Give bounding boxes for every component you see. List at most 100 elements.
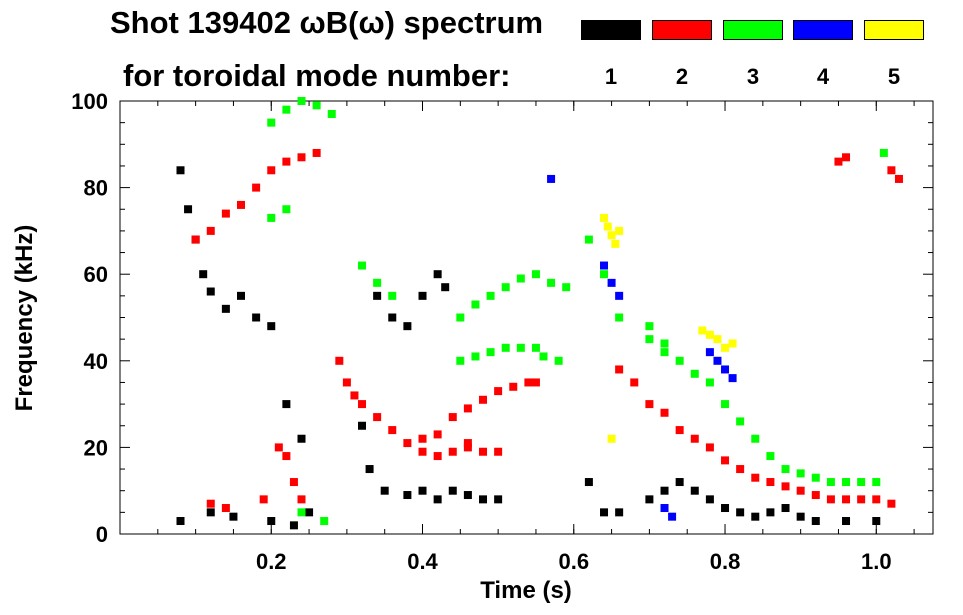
data-point-n3 xyxy=(705,378,714,387)
y-tick-label: 80 xyxy=(84,176,108,201)
data-point-n2 xyxy=(259,495,268,504)
data-point-n1 xyxy=(418,486,427,495)
data-point-n3 xyxy=(736,417,745,426)
plot-frame xyxy=(119,100,934,535)
data-point-n1 xyxy=(675,478,684,487)
data-point-n3 xyxy=(471,352,480,361)
data-point-n3 xyxy=(615,313,624,322)
data-points xyxy=(176,97,903,530)
data-point-n2 xyxy=(237,200,246,209)
data-point-n2 xyxy=(206,226,215,235)
y-tick-label: 20 xyxy=(84,435,108,460)
chart-subtitle: for toroidal mode number: xyxy=(123,58,511,93)
data-point-n1 xyxy=(660,486,669,495)
data-point-n2 xyxy=(403,439,412,448)
data-point-n1 xyxy=(380,486,389,495)
data-point-n1 xyxy=(433,270,442,279)
data-point-n1 xyxy=(388,313,397,322)
data-point-n2 xyxy=(842,495,851,504)
data-point-n1 xyxy=(252,313,261,322)
data-point-n1 xyxy=(441,283,450,292)
data-point-n2 xyxy=(872,495,881,504)
data-point-n1 xyxy=(176,166,185,175)
data-point-n4 xyxy=(600,261,609,270)
data-point-n2 xyxy=(857,495,866,504)
data-point-n3 xyxy=(811,473,820,482)
y-tick-label: 100 xyxy=(71,89,108,114)
data-point-n4 xyxy=(713,356,722,365)
data-point-n2 xyxy=(615,365,624,374)
y-tick-label: 0 xyxy=(96,522,108,547)
data-point-n1 xyxy=(584,478,593,487)
data-point-n4 xyxy=(547,174,556,183)
data-point-n3 xyxy=(327,109,336,118)
data-point-n2 xyxy=(781,482,790,491)
data-point-n2 xyxy=(282,452,291,461)
data-point-n3 xyxy=(267,213,276,222)
data-point-n2 xyxy=(894,174,903,183)
data-point-n1 xyxy=(229,512,238,521)
data-point-n3 xyxy=(842,478,851,487)
data-point-n2 xyxy=(645,400,654,409)
data-point-n1 xyxy=(705,495,714,504)
data-point-n1 xyxy=(872,517,881,526)
data-point-n4 xyxy=(705,348,714,357)
data-point-n4 xyxy=(728,374,737,383)
data-point-n2 xyxy=(479,395,488,404)
data-point-n1 xyxy=(206,508,215,517)
data-point-n2 xyxy=(433,452,442,461)
data-point-n3 xyxy=(501,343,510,352)
data-point-n2 xyxy=(479,447,488,456)
data-point-n2 xyxy=(826,495,835,504)
data-point-n2 xyxy=(675,426,684,435)
data-point-n1 xyxy=(494,495,503,504)
legend-label-n4: 4 xyxy=(816,64,830,89)
data-point-n2 xyxy=(690,434,699,443)
data-point-n2 xyxy=(463,404,472,413)
data-point-n2 xyxy=(418,447,427,456)
data-point-n2 xyxy=(494,387,503,396)
y-tick-label: 40 xyxy=(84,349,108,374)
legend-label-n5: 5 xyxy=(887,64,901,89)
data-point-n1 xyxy=(690,486,699,495)
x-tick-label: 0.6 xyxy=(558,549,589,574)
x-tick-labels: 0.2 0.4 0.6 0.8 1.0 xyxy=(256,549,892,574)
data-point-n2 xyxy=(388,426,397,435)
data-point-n2 xyxy=(191,235,200,244)
data-point-n3 xyxy=(282,105,291,114)
data-point-n1 xyxy=(282,400,291,409)
data-point-n2 xyxy=(842,153,851,162)
data-point-n2 xyxy=(221,209,230,218)
data-point-n1 xyxy=(418,291,427,300)
data-point-n1 xyxy=(176,517,185,526)
legend-label-n2: 2 xyxy=(675,64,689,89)
data-point-n4 xyxy=(607,278,616,287)
data-point-n3 xyxy=(721,400,730,409)
data-point-n2 xyxy=(350,391,359,400)
data-point-n3 xyxy=(562,283,571,292)
y-axis-label: Frequency (kHz) xyxy=(11,225,38,412)
data-point-n5 xyxy=(705,330,714,339)
data-point-n5 xyxy=(607,231,616,240)
data-point-n3 xyxy=(547,278,556,287)
y-tick-label: 60 xyxy=(84,262,108,287)
data-point-n5 xyxy=(721,343,730,352)
data-point-n3 xyxy=(320,517,329,526)
data-point-n3 xyxy=(751,434,760,443)
data-point-n1 xyxy=(289,521,298,530)
data-point-n1 xyxy=(479,495,488,504)
data-point-n2 xyxy=(252,183,261,192)
data-point-n5 xyxy=(698,326,707,335)
data-point-n2 xyxy=(267,166,276,175)
data-point-n2 xyxy=(448,447,457,456)
data-point-n1 xyxy=(433,495,442,504)
data-point-n2 xyxy=(342,378,351,387)
data-point-n3 xyxy=(660,339,669,348)
data-point-n2 xyxy=(274,443,283,452)
data-point-n3 xyxy=(312,101,321,110)
data-point-n4 xyxy=(668,512,677,521)
data-point-n1 xyxy=(781,504,790,513)
legend-label-n1: 1 xyxy=(604,64,618,89)
